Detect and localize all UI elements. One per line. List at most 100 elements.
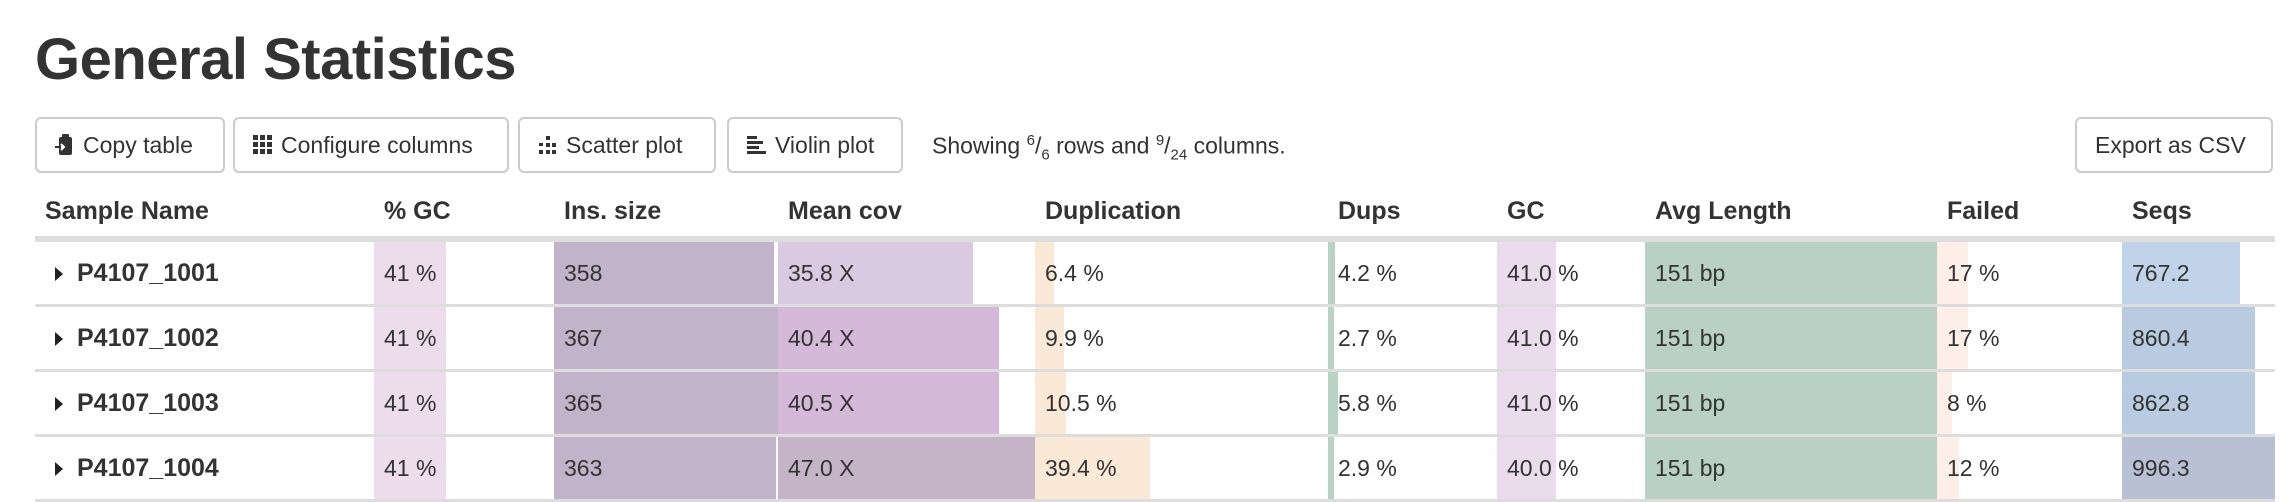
sample-name-cell[interactable]: P4107_1001 <box>35 239 374 307</box>
violin-plot-icon <box>747 135 767 155</box>
value-bar <box>1497 307 1557 369</box>
value-bar <box>1497 242 1557 304</box>
table-row: P4107_1001 41 % 358 35.8 X 6.4 % 4.2 % 41.0 % 1… <box>35 239 2275 307</box>
sample-name-cell[interactable]: P4107_1002 <box>35 305 374 372</box>
cell-duplication: 6.4 % <box>1035 239 1328 307</box>
value-bar <box>2122 307 2256 369</box>
value-bar <box>1497 372 1557 434</box>
cell-mean-cov: 35.8 X <box>778 239 1035 307</box>
column-header-seqs[interactable]: Seqs <box>2122 186 2275 242</box>
sample-name: P4107_1003 <box>77 388 219 417</box>
cell-value: 2.7 % <box>1338 324 1397 351</box>
expand-caret-icon[interactable] <box>55 331 63 346</box>
cell-value: 9.9 % <box>1045 324 1104 351</box>
cell-value: 151 bp <box>1655 324 1726 351</box>
column-header-dups[interactable]: Dups <box>1328 186 1497 242</box>
cell-value: 41.0 % <box>1507 324 1579 351</box>
cell-value: 17 % <box>1947 259 2000 286</box>
value-bar <box>1645 372 1937 434</box>
cell-avg-length: 151 bp <box>1645 435 1937 502</box>
cell-duplication: 39.4 % <box>1035 435 1328 502</box>
cell-value: 17 % <box>1947 324 2000 351</box>
value-bar <box>1328 242 1336 304</box>
cell-value: 6.4 % <box>1045 259 1104 286</box>
sample-name: P4107_1001 <box>77 258 219 287</box>
cell-ins-size: 358 <box>554 239 778 307</box>
sample-name: P4107_1004 <box>77 453 219 482</box>
cell-dups: 5.8 % <box>1328 370 1497 437</box>
value-bar <box>1035 372 1066 434</box>
value-bar <box>374 437 446 499</box>
value-bar <box>2122 437 2275 499</box>
cell-failed: 17 % <box>1937 239 2122 307</box>
violin-plot-button[interactable]: Violin plot <box>727 117 903 173</box>
value-bar <box>2122 242 2240 304</box>
cell-gc: 41.0 % <box>1497 370 1645 437</box>
value-bar <box>778 437 1035 499</box>
cell-seqs: 860.4 <box>2122 305 2275 372</box>
cell-mean-cov: 40.4 X <box>778 305 1035 372</box>
cell-failed: 12 % <box>1937 435 2122 502</box>
cell-mean-cov: 47.0 X <box>778 435 1035 502</box>
value-bar <box>1035 242 1054 304</box>
cell-mean-cov: 40.5 X <box>778 370 1035 437</box>
value-bar <box>778 372 1000 434</box>
expand-caret-icon[interactable] <box>55 266 63 281</box>
column-header-sample-name[interactable]: Sample Name <box>35 186 374 242</box>
copy-table-button[interactable]: Copy table <box>35 117 225 173</box>
table-row: P4107_1002 41 % 367 40.4 X 9.9 % 2.7 % 41.0 % 1… <box>35 305 2275 372</box>
cell-gc: 41 % <box>374 435 554 502</box>
column-header-gc[interactable]: % GC <box>374 186 554 242</box>
scatter-plot-label: Scatter plot <box>566 131 683 158</box>
sample-name-cell[interactable]: P4107_1004 <box>35 435 374 502</box>
cell-value: 8 % <box>1947 389 1987 416</box>
cell-value: 2.9 % <box>1338 454 1397 481</box>
value-bar <box>1645 437 1937 499</box>
expand-caret-icon[interactable] <box>55 396 63 411</box>
cell-value: 151 bp <box>1655 454 1726 481</box>
cell-value: 363 <box>564 454 603 481</box>
cell-seqs: 996.3 <box>2122 435 2275 502</box>
column-header-avg-length[interactable]: Avg Length <box>1645 186 1937 242</box>
scatter-plot-button[interactable]: Scatter plot <box>518 117 716 173</box>
cell-ins-size: 367 <box>554 305 778 372</box>
value-bar <box>554 372 778 434</box>
column-header-duplication[interactable]: Duplication <box>1035 186 1328 242</box>
value-bar <box>1937 372 1952 434</box>
general-statistics-table: Sample Name% GC Ins. size Mean cov Duplicat… <box>35 186 2275 502</box>
table-row: P4107_1003 41 % 365 40.5 X 10.5 % 5.8 % 41.0 %… <box>35 370 2275 437</box>
expand-caret-icon[interactable] <box>55 461 63 476</box>
export-csv-button[interactable]: Export as CSV <box>2075 117 2273 173</box>
configure-columns-label: Configure columns <box>281 131 473 158</box>
column-header-gc[interactable]: GC <box>1497 186 1645 242</box>
cell-gc: 41 % <box>374 305 554 372</box>
cell-avg-length: 151 bp <box>1645 370 1937 437</box>
value-bar <box>1937 437 1960 499</box>
cell-dups: 4.2 % <box>1328 239 1497 307</box>
column-header-mean-cov[interactable]: Mean cov <box>778 186 1035 242</box>
cell-gc: 40.0 % <box>1497 435 1645 502</box>
cell-value: 41 % <box>384 389 437 416</box>
cell-gc: 41.0 % <box>1497 239 1645 307</box>
sample-name-cell[interactable]: P4107_1003 <box>35 370 374 437</box>
cell-seqs: 862.8 <box>2122 370 2275 437</box>
column-header-failed[interactable]: Failed <box>1937 186 2122 242</box>
cell-value: 35.8 X <box>788 259 855 286</box>
value-bar <box>374 372 446 434</box>
cell-duplication: 9.9 % <box>1035 305 1328 372</box>
column-header-ins-size[interactable]: Ins. size <box>554 186 778 242</box>
table-row: P4107_1004 41 % 363 47.0 X 39.4 % 2.9 % 40.0 %… <box>35 435 2275 502</box>
cell-gc: 41 % <box>374 239 554 307</box>
value-bar <box>1328 372 1338 434</box>
cell-value: 4.2 % <box>1338 259 1397 286</box>
cell-value: 5.8 % <box>1338 389 1397 416</box>
cell-value: 41.0 % <box>1507 259 1579 286</box>
value-bar <box>554 437 776 499</box>
value-bar <box>778 307 1000 369</box>
cell-value: 996.3 <box>2132 454 2190 481</box>
configure-columns-button[interactable]: Configure columns <box>233 117 509 173</box>
cell-failed: 17 % <box>1937 305 2122 372</box>
cell-gc: 41 % <box>374 370 554 437</box>
clipboard-icon <box>55 133 75 157</box>
cell-failed: 8 % <box>1937 370 2122 437</box>
